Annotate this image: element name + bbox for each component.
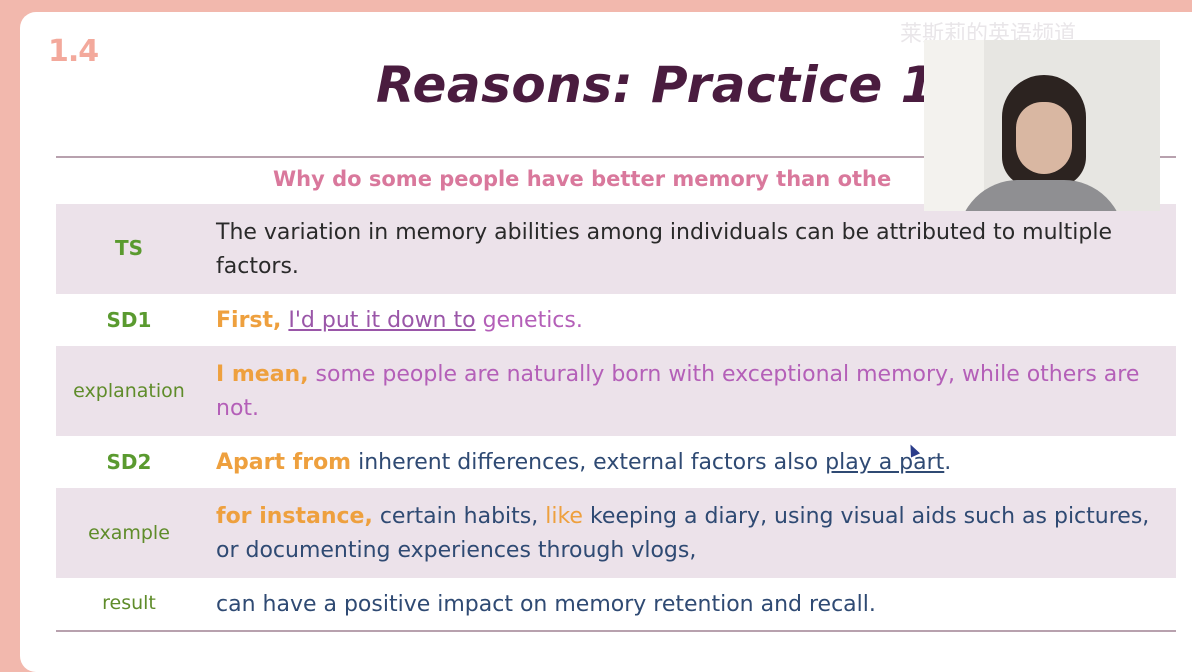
row-sd2: SD2 Apart from inherent differences, ext… bbox=[56, 436, 1176, 488]
row-label-sd1: SD1 bbox=[106, 308, 152, 332]
sd2-end: . bbox=[944, 450, 952, 475]
explanation-text: I mean, some people are naturally born w… bbox=[216, 358, 1168, 426]
slide-title: Reasons: Practice 1 bbox=[376, 56, 936, 114]
row-label-explanation: explanation bbox=[73, 380, 185, 402]
row-label-sd2: SD2 bbox=[106, 450, 152, 474]
sd1-text: First, I'd put it down to genetics. bbox=[216, 304, 1168, 338]
example-rest: keeping a diary, using visual aids such … bbox=[216, 504, 1150, 563]
example-mid: certain habits, bbox=[372, 504, 546, 529]
question-text: Why do some people have better memory th… bbox=[273, 167, 892, 191]
sd2-mid: inherent differences, external factors a… bbox=[351, 450, 826, 475]
row-label-example: example bbox=[88, 522, 170, 544]
sd2-text: Apart from inherent differences, externa… bbox=[216, 446, 1168, 480]
row-explanation: explanation I mean, some people are natu… bbox=[56, 346, 1176, 436]
sd1-lead: First, bbox=[216, 308, 282, 333]
row-label-ts: TS bbox=[114, 236, 144, 260]
slide-number: 1.4 bbox=[48, 34, 99, 69]
bottom-divider bbox=[56, 630, 1176, 632]
row-result: result can have a positive impact on mem… bbox=[56, 578, 1176, 630]
sd2-phrase: play a part bbox=[825, 450, 945, 475]
result-text: can have a positive impact on memory ret… bbox=[216, 592, 876, 617]
row-example: example for instance, certain habits, li… bbox=[56, 488, 1176, 578]
sd1-rest: genetics. bbox=[475, 308, 583, 333]
explanation-rest: some people are naturally born with exce… bbox=[216, 362, 1140, 421]
row-label-result: result bbox=[102, 592, 156, 614]
webcam-overlay bbox=[924, 40, 1160, 211]
explanation-lead: I mean, bbox=[216, 362, 309, 387]
sd1-phrase: I'd put it down to bbox=[288, 308, 476, 333]
ts-text: The variation in memory abilities among … bbox=[216, 220, 1112, 279]
example-lead: for instance, bbox=[216, 504, 373, 529]
row-sd1: SD1 First, I'd put it down to genetics. bbox=[56, 294, 1176, 346]
sd2-lead: Apart from bbox=[216, 450, 352, 475]
row-ts: TS The variation in memory abilities amo… bbox=[56, 204, 1176, 294]
webcam-background bbox=[924, 40, 984, 211]
top-divider bbox=[56, 156, 1176, 158]
example-text: for instance, certain habits, like keepi… bbox=[216, 500, 1168, 568]
presenter-face bbox=[1016, 102, 1072, 174]
example-like: like bbox=[545, 504, 583, 529]
